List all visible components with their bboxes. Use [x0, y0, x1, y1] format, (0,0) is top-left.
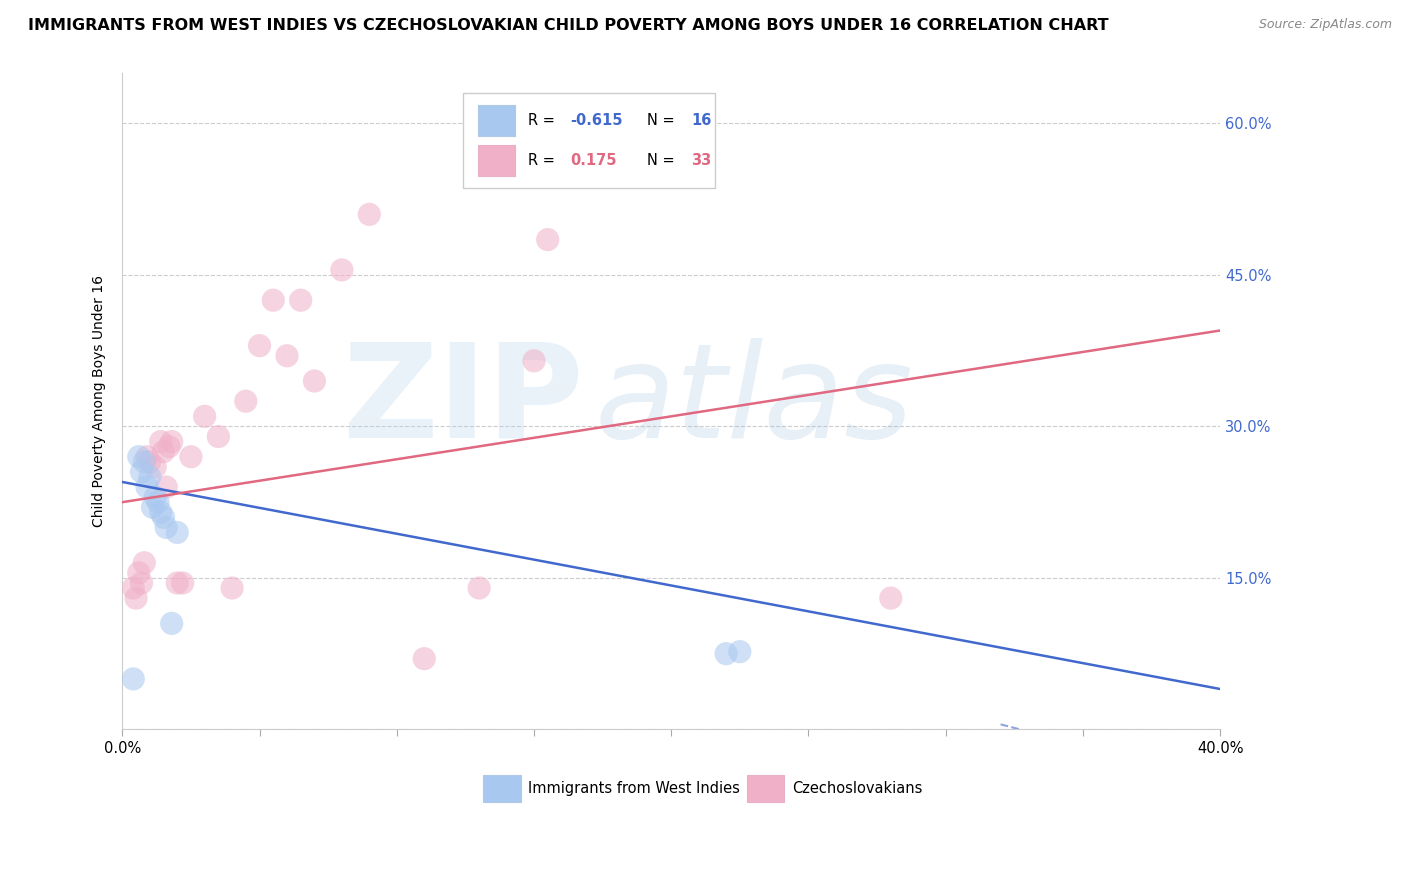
Text: 0.175: 0.175 [571, 153, 617, 168]
Point [122, 581, 145, 595]
Text: ZIP: ZIP [342, 338, 583, 465]
Text: 16: 16 [690, 113, 711, 128]
Point [468, 581, 491, 595]
Text: -0.615: -0.615 [571, 113, 623, 128]
Point [728, 645, 751, 659]
Point [180, 450, 202, 464]
Point [537, 233, 560, 247]
FancyBboxPatch shape [463, 93, 716, 188]
Y-axis label: Child Poverty Among Boys Under 16: Child Poverty Among Boys Under 16 [93, 276, 107, 527]
Text: IMMIGRANTS FROM WEST INDIES VS CZECHOSLOVAKIAN CHILD POVERTY AMONG BOYS UNDER 16: IMMIGRANTS FROM WEST INDIES VS CZECHOSLO… [28, 18, 1109, 33]
Point [157, 440, 180, 454]
Point [146, 495, 169, 509]
Text: R =: R = [529, 113, 560, 128]
Point [235, 394, 257, 409]
Point [139, 470, 162, 484]
Text: R =: R = [529, 153, 560, 168]
Point [714, 647, 737, 661]
Text: Source: ZipAtlas.com: Source: ZipAtlas.com [1258, 18, 1392, 31]
Point [592, 146, 614, 161]
Point [128, 450, 150, 464]
Point [125, 591, 148, 606]
Point [136, 480, 159, 494]
FancyBboxPatch shape [484, 774, 520, 802]
Point [143, 459, 166, 474]
Point [359, 207, 381, 221]
Point [152, 444, 174, 458]
Point [276, 349, 298, 363]
FancyBboxPatch shape [478, 105, 516, 136]
Point [149, 434, 172, 449]
Point [194, 409, 217, 424]
Text: atlas: atlas [595, 338, 914, 465]
Point [155, 520, 177, 534]
Text: Immigrants from West Indies: Immigrants from West Indies [529, 781, 741, 796]
Point [262, 293, 284, 308]
Point [207, 429, 229, 443]
Point [141, 500, 163, 515]
Point [304, 374, 326, 388]
Point [131, 576, 153, 591]
Point [139, 455, 162, 469]
FancyBboxPatch shape [747, 774, 785, 802]
Point [413, 651, 436, 665]
Point [221, 581, 243, 595]
FancyBboxPatch shape [478, 145, 516, 176]
Point [160, 434, 183, 449]
Point [134, 455, 156, 469]
Point [880, 591, 903, 606]
Point [149, 505, 172, 519]
Point [290, 293, 312, 308]
Point [166, 576, 188, 591]
Text: N =: N = [647, 113, 679, 128]
Point [122, 672, 145, 686]
Point [166, 525, 188, 540]
Point [523, 353, 546, 368]
Text: N =: N = [647, 153, 679, 168]
Text: 33: 33 [690, 153, 711, 168]
Point [131, 465, 153, 479]
Point [172, 576, 194, 591]
Point [128, 566, 150, 580]
Point [330, 263, 353, 277]
Point [143, 490, 166, 504]
Text: Czechoslovakians: Czechoslovakians [792, 781, 922, 796]
Point [134, 556, 156, 570]
Point [249, 338, 271, 352]
Point [155, 480, 177, 494]
Point [152, 510, 174, 524]
Point [160, 616, 183, 631]
Point [136, 450, 159, 464]
